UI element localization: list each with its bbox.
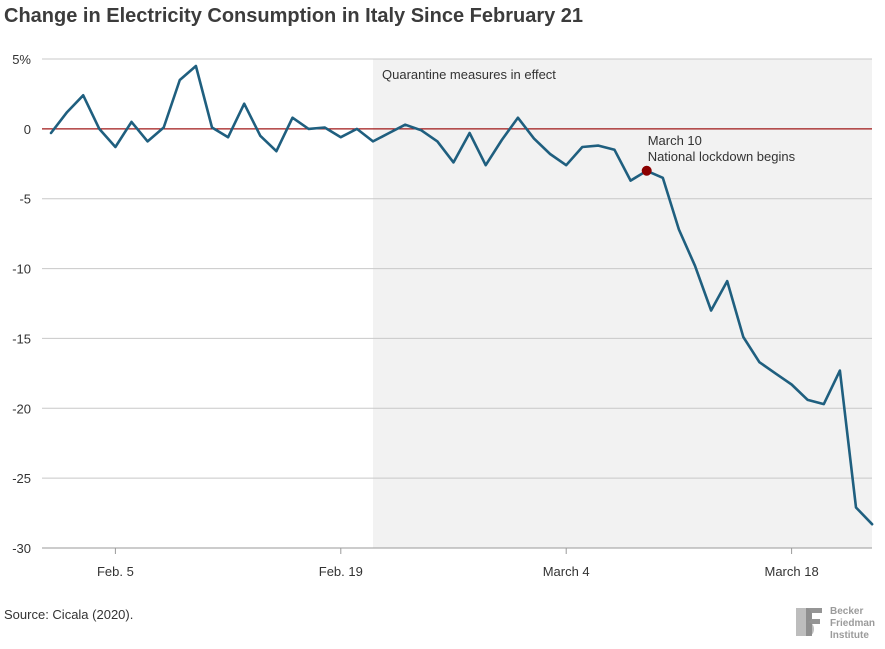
shaded-region-label: Quarantine measures in effect [382, 67, 556, 82]
bf-logo-icon [796, 608, 822, 636]
axis-layer: 5% 0 -5 -10 -15 -20 -25 -30 Feb. 5 Feb. 19 March 4… [12, 52, 872, 579]
y-tick-label: -15 [12, 331, 31, 346]
y-tick-label: -25 [12, 471, 31, 486]
logo-line-2: Friedman [830, 618, 876, 629]
y-tick-label: 0 [24, 122, 31, 137]
y-tick-label: -30 [12, 541, 31, 556]
consumption-series-line [49, 64, 874, 526]
line-chart: Quarantine measures in effect 5% 0 -5 -10 -1… [12, 52, 874, 579]
source-note: Source: Cicala (2020). [4, 607, 134, 622]
y-tick-label: 5% [12, 52, 31, 67]
logo-text: Becker Friedman Institute [830, 606, 875, 642]
x-tick-label: March 18 [764, 564, 818, 579]
x-tick-label: Feb. 19 [319, 564, 363, 579]
y-tick-label: -10 [12, 262, 31, 277]
logo-line-3: Institute [830, 630, 869, 641]
y-tick-label: -5 [19, 192, 31, 207]
annotation-line-2: National lockdown begins [648, 149, 796, 164]
institute-logo: Becker Friedman Institute [790, 604, 880, 644]
logo-line-1: Becker [830, 606, 864, 617]
x-tick-label: Feb. 5 [97, 564, 134, 579]
lockdown-marker [641, 165, 652, 176]
chart-title: Change in Electricity Consumption in Ita… [4, 5, 584, 27]
annotation-line-1: March 10 [648, 133, 702, 148]
x-tick-label: March 4 [543, 564, 590, 579]
series-layer [49, 64, 874, 526]
y-tick-label: -20 [12, 401, 31, 416]
shaded-region-layer: Quarantine measures in effect [373, 59, 872, 548]
quarantine-shaded-region [373, 59, 872, 548]
